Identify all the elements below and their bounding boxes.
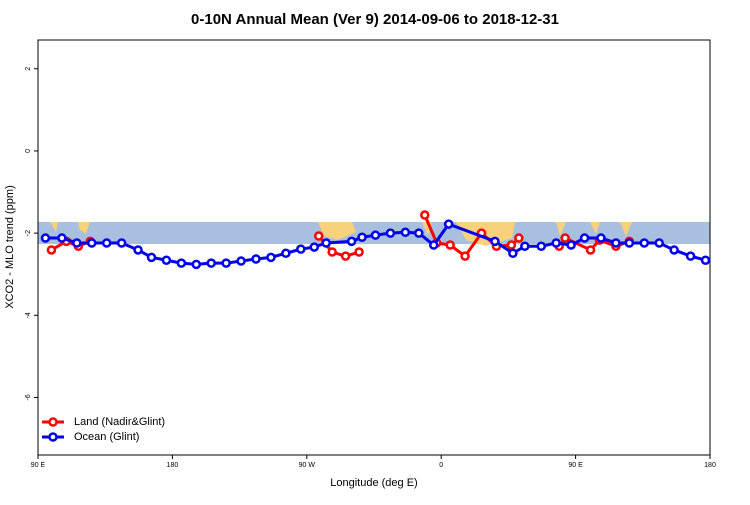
point: [357, 232, 367, 242]
x-tick-label: 90 E: [568, 462, 583, 469]
point: [72, 238, 82, 248]
point: [296, 244, 306, 254]
point: [133, 245, 143, 255]
point: [445, 240, 455, 250]
legend-label: Land (Nadir&Glint): [74, 416, 165, 428]
point: [579, 233, 590, 243]
y-tick-label: -4: [25, 312, 32, 318]
y-tick-label: -6: [25, 394, 32, 400]
point: [40, 233, 51, 243]
point: [520, 241, 530, 252]
point: [420, 210, 430, 220]
point: [101, 238, 112, 248]
plot-frame: [37, 39, 711, 456]
legend-marker: [48, 432, 58, 442]
point: [146, 252, 157, 263]
x-tick-label: 180: [704, 462, 716, 469]
x-tick-label: 90 E: [31, 462, 46, 469]
y-tick-label: 0: [25, 149, 32, 153]
point: [251, 254, 261, 264]
point: [57, 233, 67, 243]
point: [611, 238, 621, 248]
x-axis-label: Longitude (deg E): [330, 477, 417, 489]
point: [639, 238, 650, 248]
point: [236, 256, 246, 266]
point: [400, 227, 411, 238]
point: [385, 228, 396, 238]
point: [370, 230, 381, 240]
point: [340, 251, 351, 261]
point: [266, 252, 276, 263]
y-tick-label: 2: [25, 67, 32, 71]
land-patches: [50, 222, 632, 246]
point: [414, 228, 424, 238]
point: [116, 238, 127, 248]
point: [321, 238, 331, 248]
legend-marker: [48, 417, 58, 427]
point: [506, 240, 517, 250]
point: [685, 251, 696, 261]
point: [428, 240, 439, 250]
point: [346, 236, 357, 247]
x-tick-label: 90 W: [299, 462, 316, 469]
x-tick-label: 180: [167, 462, 179, 469]
point: [161, 255, 172, 265]
point: [654, 238, 664, 248]
y-axis-label: XCO2 - MLO trend (ppm): [4, 185, 16, 308]
point: [46, 245, 57, 255]
point: [508, 248, 518, 259]
point: [221, 258, 231, 268]
point: [460, 251, 470, 261]
point: [443, 219, 454, 229]
point: [624, 238, 635, 248]
point: [566, 240, 576, 250]
point: [354, 247, 364, 257]
x-tick-label: 0: [439, 462, 443, 469]
point: [313, 231, 324, 241]
legend-label: Ocean (Glint): [74, 431, 139, 443]
point: [490, 236, 500, 247]
point: [191, 259, 202, 270]
point: [596, 233, 606, 243]
point: [514, 233, 524, 243]
y-tick-label: -2: [25, 230, 32, 236]
point: [700, 255, 711, 265]
point: [87, 238, 97, 248]
point: [560, 233, 570, 243]
point: [669, 245, 679, 255]
point: [536, 241, 547, 252]
point: [309, 242, 320, 252]
point: [206, 258, 216, 268]
chart-title: 0-10N Annual Mean (Ver 9) 2014-09-06 to …: [191, 11, 559, 28]
point: [281, 248, 291, 259]
point: [327, 247, 337, 257]
point: [176, 258, 187, 268]
point: [551, 238, 561, 248]
point: [585, 245, 596, 255]
